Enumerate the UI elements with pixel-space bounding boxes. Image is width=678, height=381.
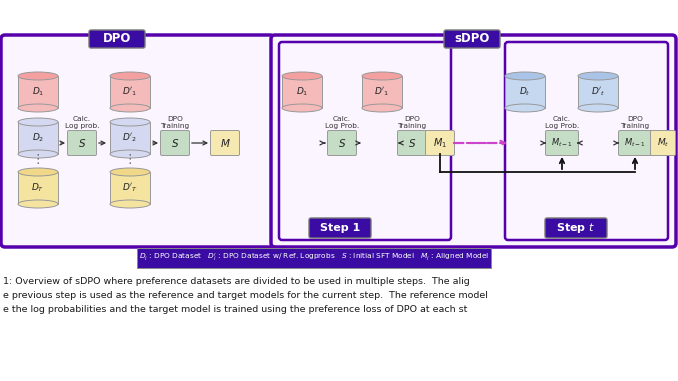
Text: $S$: $S$ xyxy=(408,137,416,149)
Text: DPO
Training: DPO Training xyxy=(397,116,426,129)
FancyBboxPatch shape xyxy=(279,42,451,240)
Ellipse shape xyxy=(110,200,150,208)
FancyBboxPatch shape xyxy=(210,131,239,155)
Ellipse shape xyxy=(18,200,58,208)
Bar xyxy=(18,172,58,204)
Ellipse shape xyxy=(110,72,150,80)
Text: $M_t$: $M_t$ xyxy=(657,137,669,149)
FancyBboxPatch shape xyxy=(650,131,675,155)
Text: $D'_T$: $D'_T$ xyxy=(122,182,138,194)
Text: $M_{t-1}$: $M_{t-1}$ xyxy=(624,137,646,149)
Text: $D_2$: $D_2$ xyxy=(32,132,44,144)
Text: $M_{t-1}$: $M_{t-1}$ xyxy=(551,137,573,149)
Bar xyxy=(110,76,150,108)
Bar xyxy=(110,172,150,204)
Text: $S$: $S$ xyxy=(78,137,86,149)
Text: $M_1$: $M_1$ xyxy=(433,136,447,150)
FancyBboxPatch shape xyxy=(68,131,96,155)
Ellipse shape xyxy=(18,104,58,112)
Text: $D_1$: $D_1$ xyxy=(296,86,308,98)
FancyBboxPatch shape xyxy=(137,248,491,268)
FancyBboxPatch shape xyxy=(546,131,578,155)
Ellipse shape xyxy=(110,168,150,176)
Ellipse shape xyxy=(362,72,402,80)
FancyBboxPatch shape xyxy=(161,131,189,155)
Text: ⋮: ⋮ xyxy=(124,154,136,166)
Text: e previous step is used as the reference and target models for the current step.: e previous step is used as the reference… xyxy=(3,291,488,300)
FancyBboxPatch shape xyxy=(327,131,357,155)
Text: Calc.
Log prob.: Calc. Log prob. xyxy=(65,116,99,129)
Text: $S$: $S$ xyxy=(171,137,179,149)
Text: e the log probabilities and the target model is trained using the preference los: e the log probabilities and the target m… xyxy=(3,305,467,314)
Text: $D_i$ : DPO Dataset   $D_i^{\prime}$ : DPO Dataset w/ Ref. Logprobs   $S$ : Init: $D_i$ : DPO Dataset $D_i^{\prime}$ : DPO… xyxy=(139,252,489,264)
Ellipse shape xyxy=(110,150,150,158)
FancyBboxPatch shape xyxy=(89,30,145,48)
Text: DPO
Training: DPO Training xyxy=(620,116,650,129)
Ellipse shape xyxy=(505,104,545,112)
Text: DPO: DPO xyxy=(103,32,131,45)
Text: $S$: $S$ xyxy=(338,137,346,149)
Ellipse shape xyxy=(578,104,618,112)
Text: 1: Overview of sDPO where preference datasets are divided to be used in multiple: 1: Overview of sDPO where preference dat… xyxy=(3,277,470,286)
Bar xyxy=(362,76,402,108)
FancyBboxPatch shape xyxy=(545,218,607,238)
Ellipse shape xyxy=(578,72,618,80)
Ellipse shape xyxy=(362,104,402,112)
Text: Calc.
Log Prob.: Calc. Log Prob. xyxy=(325,116,359,129)
Bar xyxy=(18,122,58,154)
Text: Step $t$: Step $t$ xyxy=(556,221,596,235)
Ellipse shape xyxy=(18,168,58,176)
Bar xyxy=(282,76,322,108)
Text: sDPO: sDPO xyxy=(454,32,490,45)
Text: Step 1: Step 1 xyxy=(320,223,360,233)
Ellipse shape xyxy=(282,72,322,80)
Text: $D_1$: $D_1$ xyxy=(32,86,44,98)
Text: Calc.
Log Prob.: Calc. Log Prob. xyxy=(545,116,579,129)
Text: $D_t$: $D_t$ xyxy=(519,86,531,98)
Text: $D'_1$: $D'_1$ xyxy=(374,86,390,98)
Text: $D'_2$: $D'_2$ xyxy=(123,132,138,144)
Text: $M$: $M$ xyxy=(220,137,231,149)
Ellipse shape xyxy=(110,104,150,112)
Bar xyxy=(578,76,618,108)
FancyBboxPatch shape xyxy=(505,42,668,240)
Text: $D_T$: $D_T$ xyxy=(31,182,45,194)
FancyBboxPatch shape xyxy=(426,131,454,155)
FancyBboxPatch shape xyxy=(309,218,371,238)
Text: ⋮: ⋮ xyxy=(32,154,44,166)
Bar xyxy=(505,76,545,108)
Ellipse shape xyxy=(282,104,322,112)
Ellipse shape xyxy=(18,72,58,80)
Ellipse shape xyxy=(505,72,545,80)
Bar xyxy=(18,76,58,108)
Text: $D'_1$: $D'_1$ xyxy=(123,86,138,98)
Text: $D'_t$: $D'_t$ xyxy=(591,86,605,98)
FancyBboxPatch shape xyxy=(444,30,500,48)
Ellipse shape xyxy=(18,150,58,158)
FancyBboxPatch shape xyxy=(1,35,274,247)
FancyBboxPatch shape xyxy=(397,131,426,155)
FancyBboxPatch shape xyxy=(271,35,676,247)
FancyBboxPatch shape xyxy=(618,131,652,155)
Ellipse shape xyxy=(18,118,58,126)
Bar xyxy=(110,122,150,154)
Ellipse shape xyxy=(110,118,150,126)
Text: DPO
Training: DPO Training xyxy=(161,116,190,129)
